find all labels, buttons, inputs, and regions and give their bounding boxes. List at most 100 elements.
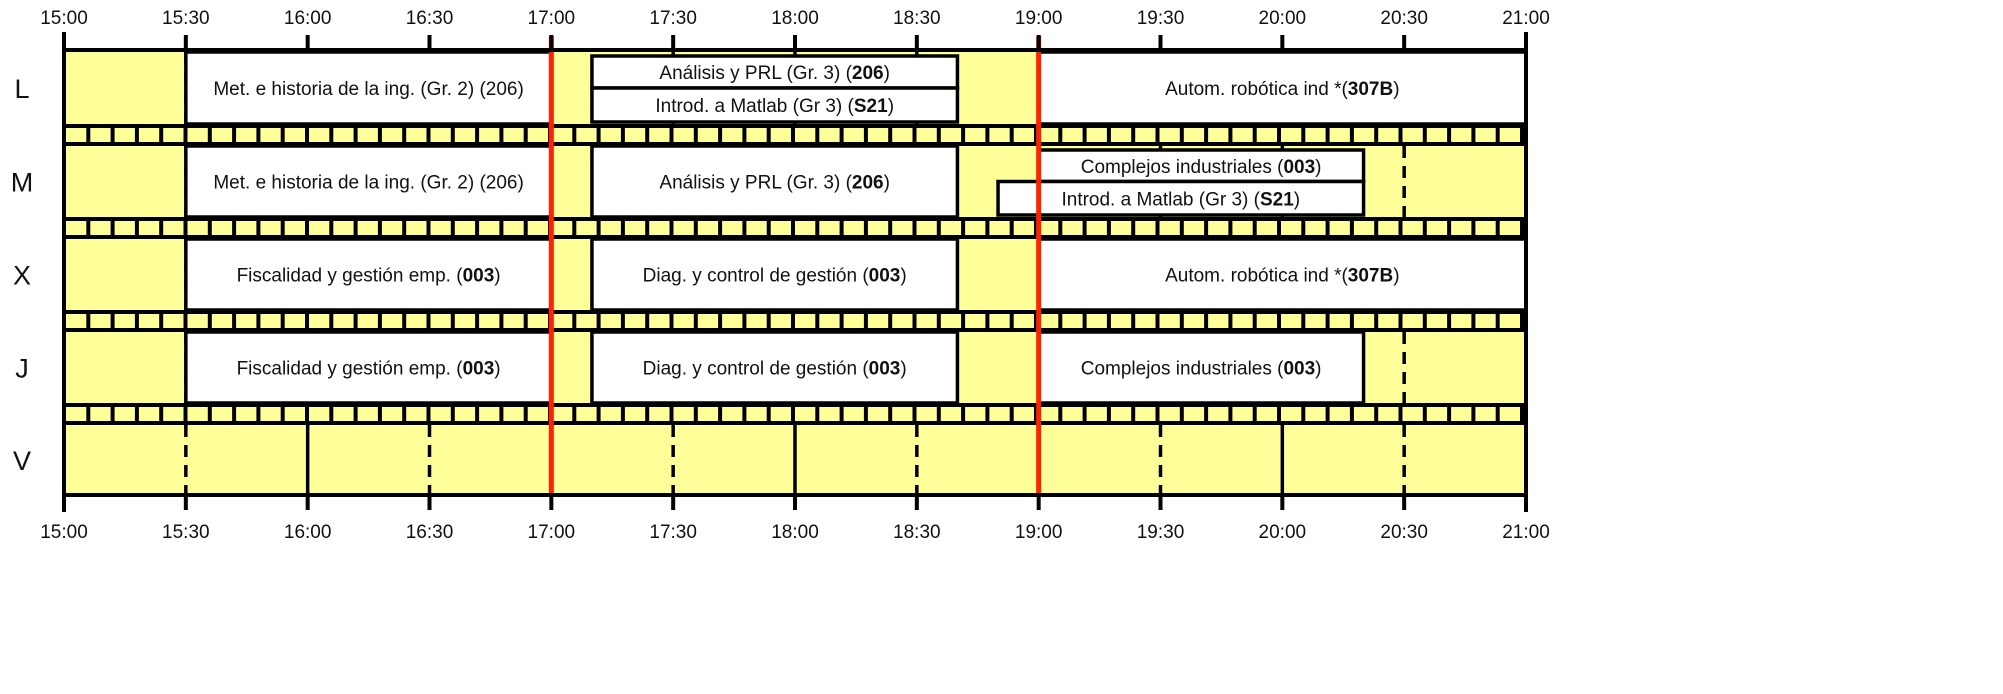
separator-cell	[187, 221, 208, 235]
separator-cell	[649, 128, 670, 142]
class-suffix: )	[900, 359, 906, 380]
top-time-label: 16:30	[406, 8, 454, 29]
separator-cell	[576, 128, 597, 142]
separator-cell	[454, 128, 476, 142]
class-label: Análisis y PRL (Gr. 3) (206)	[659, 63, 890, 84]
separator-cell	[600, 128, 621, 142]
separator-cell	[552, 314, 573, 328]
separator-cell	[406, 128, 427, 142]
separator-cell	[357, 221, 378, 235]
separator-cell	[1378, 128, 1399, 142]
separator-cell	[1256, 221, 1277, 235]
day-label: L	[14, 74, 29, 104]
separator-cell	[357, 128, 378, 142]
class-suffix: )	[884, 173, 890, 194]
separator-cell	[819, 221, 840, 235]
class-room: 003	[1283, 359, 1315, 380]
class-name: Autom. robótica ind *(	[1165, 79, 1348, 100]
separator-cell	[1402, 407, 1423, 421]
class-suffix: )	[1315, 157, 1321, 178]
separator-cell	[163, 407, 184, 421]
top-time-label: 16:00	[284, 8, 332, 29]
separator-cell	[479, 221, 500, 235]
separator-cell	[1232, 407, 1253, 421]
separator-cell	[576, 221, 597, 235]
bottom-time-label: 21:00	[1502, 522, 1550, 543]
separator-cell	[381, 314, 403, 328]
separator-cell	[673, 314, 694, 328]
class-label: Introd. a Matlab (Gr 3) (S21)	[655, 96, 894, 117]
separator-cell	[649, 407, 670, 421]
separator-cell	[795, 314, 816, 328]
separator-cell	[1110, 407, 1132, 421]
separator-cell	[1329, 221, 1350, 235]
separator-cell	[479, 407, 500, 421]
separator-cell	[697, 221, 719, 235]
top-time-label: 20:00	[1259, 8, 1307, 29]
separator-cell	[187, 407, 208, 421]
separator-cell	[1378, 221, 1399, 235]
class-block	[590, 86, 960, 124]
separator-cell	[552, 407, 573, 421]
top-time-label: 20:30	[1380, 8, 1428, 29]
separator-cell	[965, 128, 986, 142]
separator-cell	[1208, 407, 1229, 421]
separator-cell	[965, 407, 986, 421]
separator-cell	[1013, 314, 1034, 328]
separator-cell	[479, 314, 500, 328]
separator-cell	[600, 407, 621, 421]
separator-cell	[1135, 407, 1156, 421]
separator-cell	[697, 128, 719, 142]
separator-cell	[1013, 407, 1034, 421]
separator-cell	[114, 128, 135, 142]
bottom-time-label: 16:00	[284, 522, 332, 543]
class-label: Complejos industriales (003)	[1081, 157, 1322, 178]
separator-cell	[1183, 314, 1205, 328]
separator-cell	[163, 128, 184, 142]
separator-cell	[1038, 314, 1059, 328]
separator-cell	[527, 407, 548, 421]
separator-cell	[1013, 221, 1034, 235]
class-suffix: )	[1393, 266, 1399, 287]
separator-cell	[892, 221, 913, 235]
class-block	[590, 54, 960, 90]
separator-cell	[916, 407, 937, 421]
separator-cell	[1402, 314, 1423, 328]
separator-cell	[940, 221, 962, 235]
separator-cell	[66, 128, 87, 142]
separator-cell	[1038, 221, 1059, 235]
separator-cell	[1232, 314, 1253, 328]
separator-cell	[357, 407, 378, 421]
separator-cell	[236, 221, 257, 235]
separator-cell	[309, 221, 330, 235]
class-suffix: )	[494, 359, 500, 380]
top-time-label: 21:00	[1502, 8, 1550, 29]
separator-cell	[624, 314, 646, 328]
separator-cell	[819, 128, 840, 142]
separator-cell	[552, 128, 573, 142]
separator-cell	[503, 221, 524, 235]
separator-cell	[260, 128, 281, 142]
separator-cell	[1062, 314, 1083, 328]
class-suffix: )	[884, 63, 890, 84]
class-room: 003	[463, 266, 495, 287]
bottom-time-label: 16:30	[406, 522, 454, 543]
separator-cell	[430, 221, 451, 235]
separator-cell	[867, 128, 889, 142]
separator-cell	[867, 221, 889, 235]
separator-cell	[236, 314, 257, 328]
separator-cell	[1402, 128, 1423, 142]
separator-cell	[989, 128, 1010, 142]
separator-cell	[770, 314, 791, 328]
separator-cell	[600, 221, 621, 235]
separator-cell	[649, 221, 670, 235]
separator-cell	[1086, 407, 1107, 421]
separator-cell	[795, 407, 816, 421]
separator-cell	[722, 407, 743, 421]
separator-cell	[1451, 407, 1472, 421]
separator-cell	[138, 314, 160, 328]
class-name: Diag. y control de gestión (	[643, 266, 870, 287]
separator-cell	[1135, 221, 1156, 235]
class-block	[1036, 50, 1528, 126]
class-name: Análisis y PRL (Gr. 3) (	[659, 173, 852, 194]
